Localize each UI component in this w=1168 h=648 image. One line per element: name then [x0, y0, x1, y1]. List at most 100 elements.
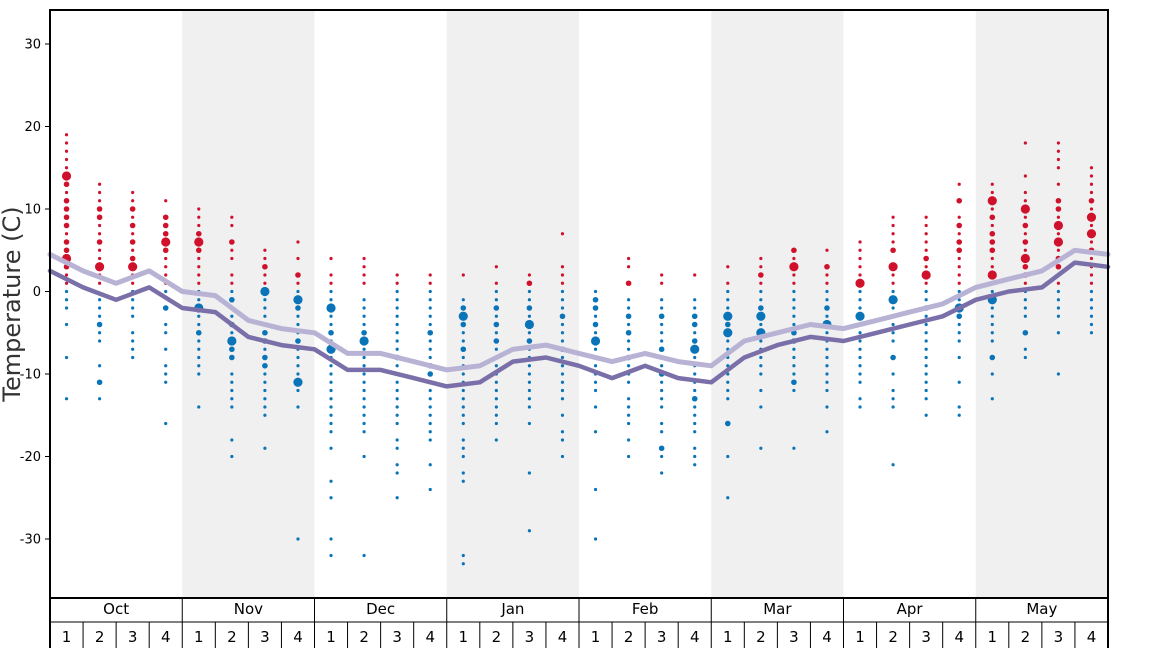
cold-temp-dot [792, 306, 796, 310]
cold-temp-dot [329, 413, 333, 417]
warm-temp-dot [626, 265, 631, 269]
warm-temp-dot [229, 239, 235, 245]
warm-temp-dot [1055, 206, 1062, 212]
cold-temp-dot [493, 338, 500, 344]
cold-temp-dot [891, 405, 895, 409]
warm-temp-dot [197, 207, 201, 211]
cold-temp-dot [395, 364, 399, 368]
cold-temp-dot [825, 430, 829, 434]
cold-temp-dot [726, 298, 730, 302]
week-label: 3 [260, 628, 270, 646]
cold-temp-dot [957, 331, 961, 335]
cold-temp-dot [858, 405, 862, 409]
cold-temp-dot [395, 471, 399, 475]
warm-temp-dot [362, 265, 366, 269]
cold-temp-dot [329, 479, 333, 483]
cold-temp-dot [693, 463, 697, 467]
cold-temp-dot [64, 322, 69, 327]
warm-temp-dot [924, 223, 928, 228]
cold-temp-dot [726, 454, 730, 459]
cold-temp-dot [759, 298, 763, 302]
warm-temp-dot [1055, 197, 1062, 204]
temperature-dots [61, 133, 1097, 566]
cold-temp-dot [693, 388, 697, 393]
warm-temp-dot [957, 232, 961, 236]
cold-temp-dot [162, 305, 169, 311]
avg-line-dark [47, 260, 1111, 389]
y-axis-label: Temperature (C) [0, 206, 26, 402]
cold-temp-dot [97, 364, 102, 368]
cold-temp-dot [1089, 322, 1094, 327]
cold-temp-dot [64, 306, 69, 310]
cold-temp-dot [296, 289, 300, 294]
warm-temp-dot [792, 256, 796, 261]
warm-temp-dot [64, 149, 69, 153]
warm-temp-dot [924, 248, 928, 252]
warm-temp-dot [990, 256, 994, 261]
cold-temp-dot [1056, 306, 1061, 310]
cold-temp-dot [726, 397, 730, 401]
cold-temp-dot [593, 380, 598, 384]
month-label-may: May [1026, 600, 1057, 618]
cold-temp-dot [460, 321, 467, 328]
week-label: 1 [988, 628, 998, 646]
warm-temp-dot [956, 247, 963, 254]
cold-temp-dot [329, 496, 333, 500]
warm-temp-dot [891, 273, 895, 277]
cold-temp-dot [131, 331, 135, 335]
cold-temp-dot [229, 346, 235, 353]
cold-temp-dot [660, 388, 664, 393]
cold-temp-dot [494, 380, 498, 384]
cold-temp-dot [560, 339, 565, 343]
cold-temp-dot [759, 446, 763, 450]
cold-temp-dot [494, 331, 498, 335]
cold-temp-dot [362, 421, 366, 426]
cold-temp-dot [263, 388, 267, 393]
y-tick-label: 30 [24, 38, 41, 53]
cold-temp-dot [428, 298, 432, 302]
warm-temp-dot [1056, 149, 1061, 153]
cold-temp-dot [990, 314, 994, 318]
warm-temp-dot [161, 237, 171, 247]
cold-temp-dot [858, 372, 862, 376]
cold-temp-dot [230, 438, 234, 442]
cold-temp-dot [1056, 331, 1061, 335]
warm-temp-dot [61, 171, 72, 181]
warm-temp-dot [891, 240, 895, 244]
cold-temp-dot [855, 311, 865, 321]
cold-temp-dot [957, 405, 961, 409]
cold-temp-dot [660, 298, 664, 302]
warm-temp-dot [824, 263, 830, 270]
cold-temp-dot [428, 413, 432, 417]
cold-temp-dot [461, 413, 465, 417]
warm-temp-dot [1022, 239, 1029, 245]
cold-temp-dot [858, 298, 862, 302]
cold-temp-dot [131, 347, 135, 351]
warm-temp-dot [726, 265, 730, 269]
cold-temp-dot [1056, 372, 1061, 376]
warm-temp-dot [923, 255, 929, 262]
cold-temp-dot [361, 329, 367, 336]
warm-temp-dot [956, 239, 963, 245]
warm-temp-dot [1023, 248, 1027, 252]
warm-temp-dot [131, 199, 135, 203]
warm-temp-dot [64, 232, 69, 236]
warm-temp-dot [924, 240, 928, 244]
cold-temp-dot [230, 372, 234, 376]
cold-temp-dot [957, 298, 961, 302]
cold-temp-dot [493, 305, 500, 311]
cold-temp-dot [660, 322, 664, 327]
warm-temp-dot [1088, 197, 1095, 204]
warm-temp-dot [1089, 223, 1094, 228]
cold-temp-dot [660, 306, 664, 310]
cold-temp-dot [660, 364, 664, 368]
cold-temp-dot [792, 347, 796, 351]
cold-temp-dot [924, 347, 928, 351]
warm-temp-dot [759, 256, 763, 261]
cold-temp-dot [660, 331, 664, 335]
cold-temp-dot [726, 380, 730, 384]
warm-temp-dot [295, 272, 301, 278]
warm-temp-dot [1089, 190, 1094, 195]
warm-temp-dot [527, 273, 532, 277]
